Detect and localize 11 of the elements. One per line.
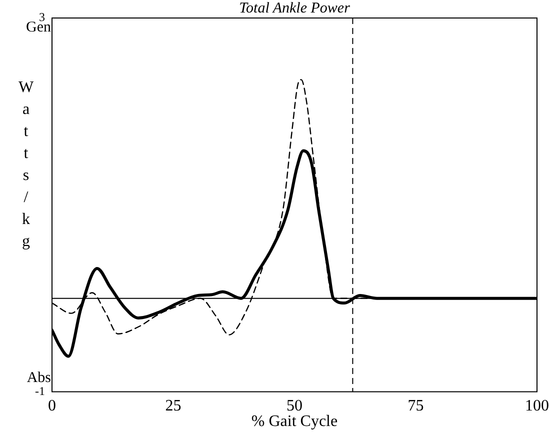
x-tick-label: 25 <box>165 398 182 415</box>
x-tick-label: 0 <box>48 398 56 415</box>
y-tick-label: -1 <box>35 384 45 398</box>
x-axis-title: % Gait Cycle <box>251 413 338 430</box>
x-tick-label: 50 <box>286 398 302 415</box>
y-tick-label: 3 <box>39 10 45 24</box>
y-axis-title: Watts/kg <box>18 79 34 250</box>
text: Abs <box>26 370 52 386</box>
x-tick-label: 100 <box>525 398 549 415</box>
x-tick-label: 75 <box>408 398 424 415</box>
chart-title: Total Ankle Power <box>239 0 350 16</box>
